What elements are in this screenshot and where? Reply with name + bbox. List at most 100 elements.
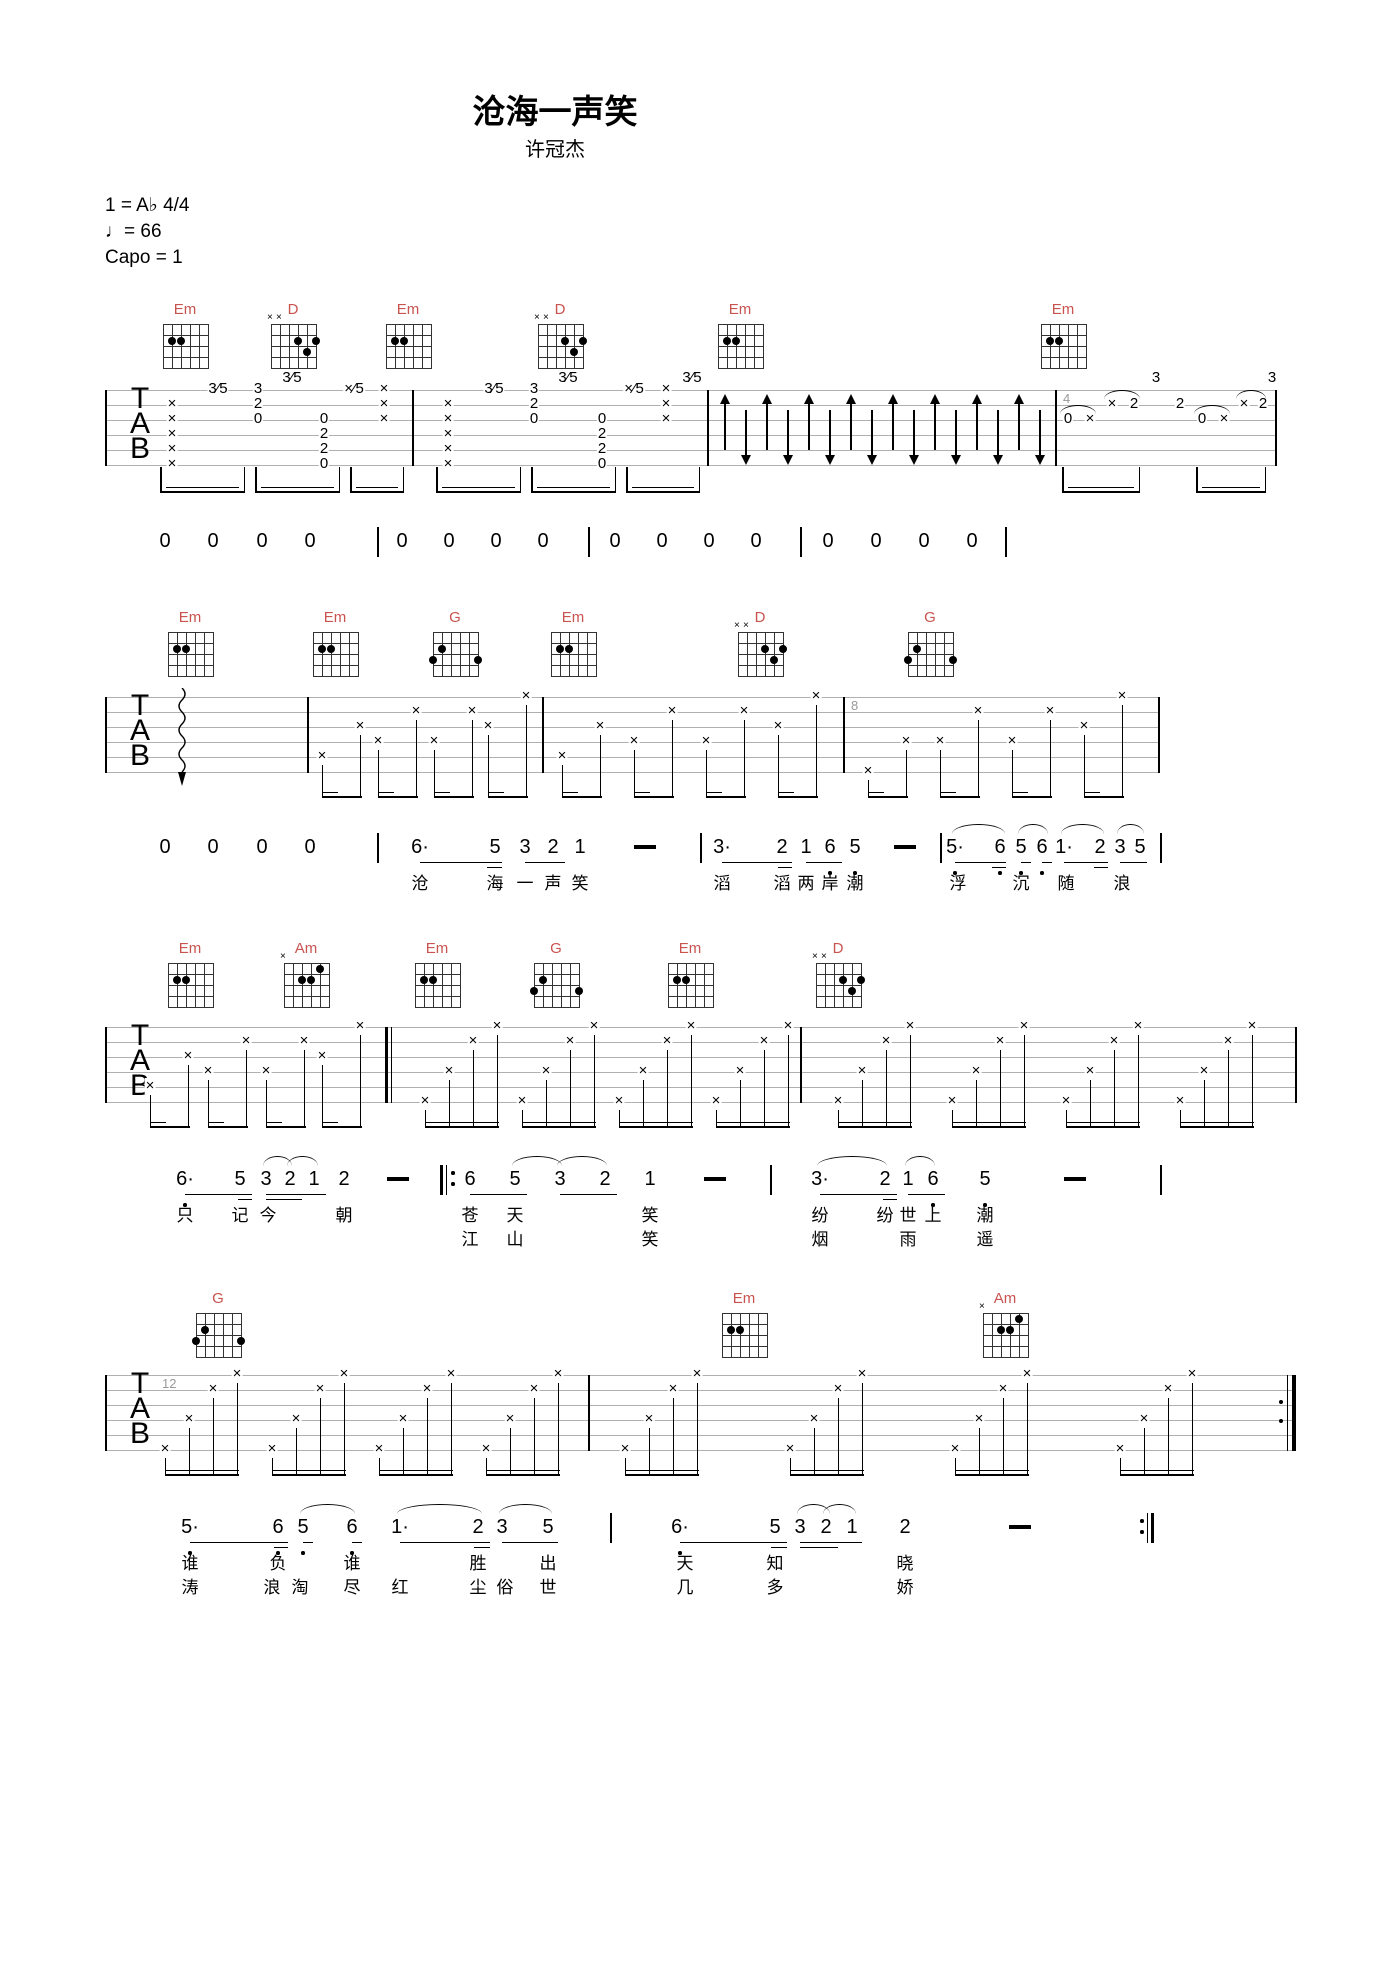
tab-x: × bbox=[419, 1092, 431, 1109]
jianpu-number: 6· bbox=[671, 1516, 689, 1538]
chord-dot bbox=[839, 975, 847, 984]
stem bbox=[1114, 1050, 1116, 1126]
chord-grid-line bbox=[538, 324, 584, 325]
tab-text: 3⁄5 bbox=[681, 369, 703, 386]
chord-label: Em bbox=[425, 940, 449, 957]
tab-x: × bbox=[564, 1032, 576, 1049]
jianpu-barline bbox=[1160, 1165, 1162, 1195]
stem bbox=[706, 750, 708, 796]
chord-grid-line bbox=[668, 996, 714, 997]
barline bbox=[105, 1027, 107, 1103]
jianpu-number: 0 bbox=[304, 836, 316, 858]
jianpu-octave-dot bbox=[931, 1203, 935, 1207]
artist-name: 许冠杰 bbox=[525, 139, 585, 161]
jianpu-number: 0 bbox=[656, 530, 668, 552]
tab-x: × bbox=[588, 1017, 600, 1034]
chord-grid-line bbox=[538, 335, 584, 336]
stem bbox=[1120, 1458, 1122, 1474]
chord-dot bbox=[391, 336, 399, 345]
tab-x: × bbox=[856, 1365, 868, 1382]
chord-dot bbox=[723, 336, 731, 345]
jianpu-number: 3· bbox=[713, 836, 731, 858]
stem bbox=[979, 1428, 981, 1474]
chord-grid-line bbox=[551, 676, 597, 677]
chord-grid-line bbox=[168, 676, 214, 677]
beam bbox=[531, 491, 616, 493]
stem bbox=[237, 1383, 239, 1474]
barline bbox=[307, 697, 309, 773]
strum-arrow-up bbox=[1018, 402, 1020, 450]
stem bbox=[952, 1110, 954, 1126]
slur-arc bbox=[1060, 405, 1096, 414]
jianpu-underline bbox=[274, 1547, 288, 1549]
strum-arrow-down bbox=[1039, 410, 1041, 456]
tab-x: × bbox=[643, 1410, 655, 1427]
tab-text: 2 bbox=[1174, 395, 1186, 412]
chord-grid-line bbox=[433, 632, 479, 633]
stem bbox=[486, 1458, 488, 1474]
tab-x: × bbox=[231, 1365, 243, 1382]
chord-grid-line bbox=[538, 346, 584, 347]
stem bbox=[472, 720, 474, 796]
jianpu-underline bbox=[800, 1542, 862, 1544]
chord-dot bbox=[779, 644, 787, 653]
tab-x: × bbox=[973, 1410, 985, 1427]
beam bbox=[272, 1470, 346, 1472]
repeat-end-bar bbox=[1287, 1375, 1289, 1451]
chord-dot bbox=[539, 975, 547, 984]
jianpu-underline bbox=[420, 862, 502, 864]
jianpu-number: 2 bbox=[899, 1516, 911, 1538]
stem bbox=[600, 735, 602, 796]
stem bbox=[862, 1080, 864, 1126]
chord-dot bbox=[312, 336, 320, 345]
lyric-char: 笑 bbox=[641, 1206, 659, 1225]
barline bbox=[105, 1375, 107, 1451]
jianpu-octave-dot bbox=[1040, 871, 1044, 875]
beam bbox=[379, 1474, 453, 1476]
chord-dot bbox=[1015, 1314, 1023, 1323]
lyric-char: 浮 bbox=[949, 874, 967, 893]
beam bbox=[322, 792, 338, 794]
stem bbox=[534, 1398, 536, 1474]
chord-dot bbox=[949, 655, 957, 664]
tab-x: × bbox=[373, 1440, 385, 1457]
chord-label: Am bbox=[993, 1290, 1017, 1307]
jianpu-number: 2 bbox=[820, 1516, 832, 1538]
chord-grid-line bbox=[313, 676, 359, 677]
staff-line bbox=[105, 420, 1276, 421]
jianpu-number: 0 bbox=[609, 530, 621, 552]
beam bbox=[619, 1122, 693, 1124]
jianpu-number: 6 bbox=[464, 1168, 476, 1190]
tab-x: × bbox=[1018, 1017, 1030, 1034]
chord-dot bbox=[736, 1325, 744, 1334]
jianpu-octave-dot bbox=[1019, 871, 1023, 875]
stem bbox=[1204, 1080, 1206, 1126]
chord-grid-line bbox=[284, 963, 330, 964]
stem bbox=[272, 1458, 274, 1474]
chord-grid-line bbox=[168, 665, 214, 666]
chord-grid-line bbox=[983, 1313, 1029, 1314]
chord-dot bbox=[182, 644, 190, 653]
tab-x: × bbox=[166, 395, 178, 412]
tab-x: × bbox=[540, 1062, 552, 1079]
chord-grid-line bbox=[816, 974, 862, 975]
jianpu-underline bbox=[680, 1542, 787, 1544]
strum-arrow-down bbox=[741, 455, 751, 465]
jianpu-octave-dot bbox=[953, 871, 957, 875]
tab-x: × bbox=[466, 702, 478, 719]
capo-setting: Capo = 1 bbox=[105, 247, 183, 268]
jianpu-underline bbox=[908, 1194, 945, 1196]
jianpu-octave-dot bbox=[350, 1551, 354, 1555]
jianpu-number: 3 bbox=[519, 836, 531, 858]
lyric-char: 潮 bbox=[976, 1206, 994, 1225]
lyric-char: 知 bbox=[766, 1554, 784, 1573]
chord-grid-line bbox=[163, 346, 209, 347]
beam bbox=[706, 796, 746, 798]
jianpu-number: 0 bbox=[207, 530, 219, 552]
jianpu-number: 5 bbox=[979, 1168, 991, 1190]
jianpu-underline bbox=[955, 862, 1006, 864]
beam bbox=[1066, 1126, 1140, 1128]
chord-grid-line bbox=[1041, 357, 1087, 358]
strum-arrow-up bbox=[720, 394, 730, 404]
